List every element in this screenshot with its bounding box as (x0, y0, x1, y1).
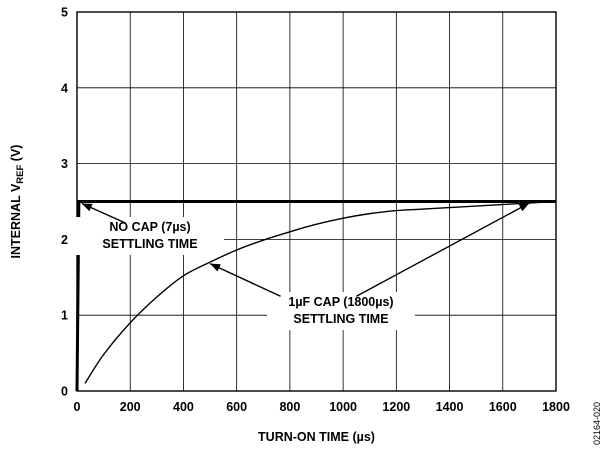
tick-labels: 0 200 400 600 800 1000 1200 1400 1600 1800 0 1 2 3 4 5 (61, 6, 570, 415)
series-no-cap-line (75, 200, 556, 392)
annotation-1uf-cap-arrow-left-head (210, 263, 221, 272)
y-tick-label: 4 (61, 81, 68, 95)
series-layer (75, 200, 557, 392)
x-tick-label: 0 (74, 400, 81, 414)
x-tick-label: 1800 (542, 400, 570, 414)
y-axis-label: INTERNAL VREF (V) (9, 145, 26, 259)
x-tick-label: 1200 (382, 400, 410, 414)
x-tick-label: 200 (120, 400, 141, 414)
y-axis-label-subscript: REF (15, 164, 26, 183)
x-axis-label: TURN-ON TIME (µs) (258, 430, 375, 444)
annotation-1uf-cap-arrow-left-shaft (209, 263, 281, 297)
annotation-1uf-cap-arrow-right-shaft (356, 202, 530, 297)
annotation-no-cap: NO CAP (7µs) SETTLING TIME (76, 217, 224, 255)
series-1uf-cap-line (84, 200, 557, 384)
annotation-1uf-cap-arrow-right-head (518, 203, 530, 212)
y-tick-label: 3 (61, 157, 68, 171)
y-tick-label: 2 (61, 233, 68, 247)
annotation-no-cap-line: SETTLING TIME (102, 237, 197, 251)
x-tick-label: 1000 (329, 400, 357, 414)
annotation-1uf-cap-line: 1µF CAP (1800µs) (288, 295, 393, 309)
x-tick-label: 1400 (436, 400, 464, 414)
y-axis-label-unit: (V) (9, 145, 23, 165)
x-tick-label: 400 (173, 400, 194, 414)
figure-code: 02164-020 (592, 402, 602, 445)
annotation-no-cap-bg (76, 217, 224, 255)
y-tick-label: 0 (61, 385, 68, 399)
annotation-1uf-cap-line: SETTLING TIME (293, 312, 388, 326)
x-tick-label: 1600 (489, 400, 517, 414)
y-axis-label-main: INTERNAL V (9, 183, 23, 258)
annotation-1uf-cap-bg (267, 292, 415, 330)
x-tick-label: 600 (226, 400, 247, 414)
x-tick-label: 800 (279, 400, 300, 414)
annotation-no-cap-line: NO CAP (7µs) (109, 220, 190, 234)
annotation-1uf-cap: 1µF CAP (1800µs) SETTLING TIME (267, 292, 415, 330)
y-tick-label: 5 (61, 6, 68, 20)
annotation-no-cap-arrow-head (81, 203, 93, 212)
y-tick-label: 1 (61, 309, 68, 323)
